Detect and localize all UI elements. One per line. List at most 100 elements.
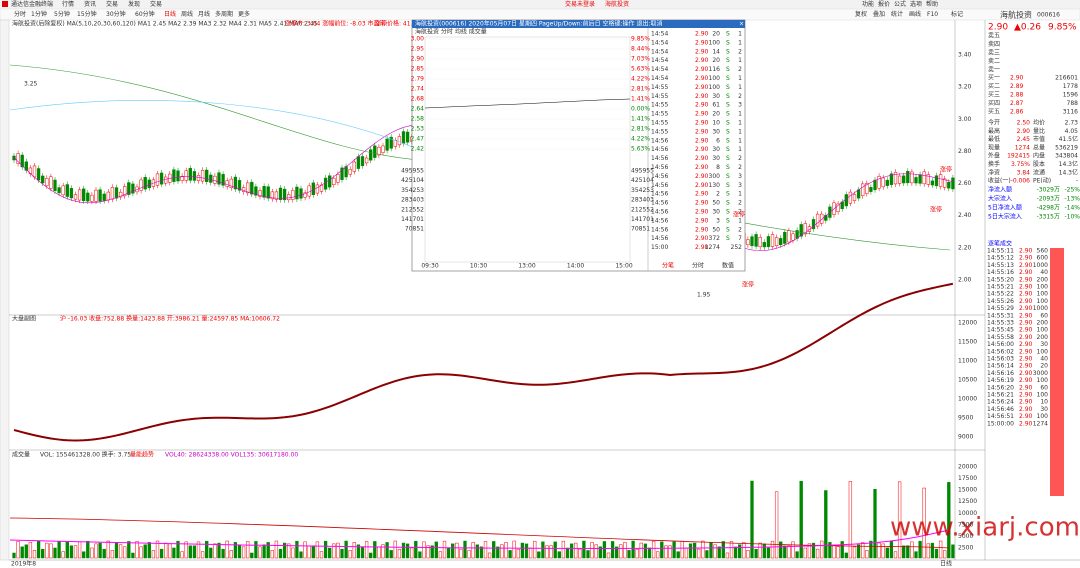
trade-cell: 14:56 [651,191,668,198]
volume-bar [910,541,914,559]
bid-label: 买一 [988,74,1000,82]
period-button: 多周期 [215,10,233,18]
tick-time: 14:55:12 [987,255,1014,262]
y-tick-label: 20000 [958,464,977,471]
volume-bar [332,543,336,559]
stat-value: 2.50 [1017,120,1031,127]
bid-price: 2.87 [1010,100,1024,107]
candle [61,185,65,196]
volume-bar [184,541,188,559]
ask-label: 卖四 [988,41,1000,48]
trade-cell: 2.90 [695,200,709,207]
trade-cell: 2 [738,155,742,162]
candle [922,171,926,185]
candle [159,172,164,185]
candle [364,157,369,164]
candle [250,181,254,195]
candle [762,242,766,248]
trade-cell: 2.90 [695,173,709,180]
volume-bar [610,541,615,559]
volume-bar [328,547,332,559]
candle [225,180,229,187]
candle [16,153,20,164]
candle [131,183,135,194]
popup-pct: 4.22% [631,136,650,143]
volume-bar [159,548,164,559]
trade-cell: 14:54 [651,31,668,38]
trade-cell: 20 [712,57,720,64]
candle [766,236,771,248]
candle [118,191,123,198]
tick-time: 14:56:00 [987,341,1014,348]
volume-bar [291,547,295,559]
candle [69,188,74,199]
volume-bar [114,542,119,559]
candle [86,192,90,202]
flow-value: -3029万 [1037,187,1060,194]
trade-cell: S [726,48,730,55]
volume-bar [442,540,447,559]
menu-item: 发现 [128,0,140,8]
popup-time: 10:30 [470,263,487,270]
candle [323,177,328,190]
trade-cell: 1 [738,137,742,144]
period-button: 60分钟 [135,10,155,18]
candle [266,186,270,199]
status[interactable]: 交易未登录 [565,0,595,8]
popup-vol: 425104 [631,177,654,184]
volume-bar [32,550,37,559]
trade-cell: 14:56 [651,217,668,224]
popup-close[interactable]: × [739,21,744,28]
popup-pct: 1.41% [631,116,650,123]
volume-bar [270,550,274,559]
candle [393,140,397,147]
trade-cell: 14:55 [651,120,668,127]
limit-tag: 涨停 [733,211,745,219]
bid-vol: 216601 [1055,75,1078,82]
stat-value: - [1076,178,1078,185]
candle [385,138,389,151]
volume-bar [795,551,799,559]
volume-bar [446,547,451,559]
stock-link[interactable]: 海航投资 [605,0,629,8]
volume-bar [422,541,426,559]
volume-bar [139,546,143,559]
tick-vol: 40 [1040,269,1048,276]
volume-bar [549,545,553,559]
volume-bar [815,548,820,559]
trade-cell: 14:54 [651,57,668,64]
trade-cell: 14:56 [651,200,668,207]
tick-price: 2.90 [1019,298,1033,305]
volume-bar [594,544,598,559]
volume-bar [282,542,287,559]
volume-bar [865,550,869,559]
trade-cell: 2.90 [695,39,709,46]
candle [94,189,98,202]
trade-cell: 15:00 [651,244,668,251]
candle [389,136,393,149]
volume-bar [500,544,504,559]
tick-vol: 40 [1040,356,1048,363]
volume-bar [627,550,631,559]
trade-cell: 2 [716,191,720,198]
candle [258,190,262,197]
ask-label: 卖二 [988,58,1000,65]
tick-price: 2.90 [1019,370,1033,377]
candle [861,183,865,197]
y-tick-label: 17500 [958,475,977,482]
bid-price: 2.90 [1010,75,1024,82]
volume-bar [729,541,734,559]
volume-bar [701,540,705,559]
volume-bar [635,548,639,559]
candle [328,175,332,188]
tick-price: 2.90 [1019,320,1033,327]
tick-vol: 1274 [1033,420,1048,427]
volume-bar [262,544,266,559]
flow-label: 净流入额 [988,186,1012,194]
volume-bar [77,541,82,559]
quote-name: 海航投资 [1000,10,1032,20]
candle [787,230,791,243]
volume-bar [926,543,930,559]
volume-bar [537,551,541,559]
trade-cell: 20 [712,31,720,38]
